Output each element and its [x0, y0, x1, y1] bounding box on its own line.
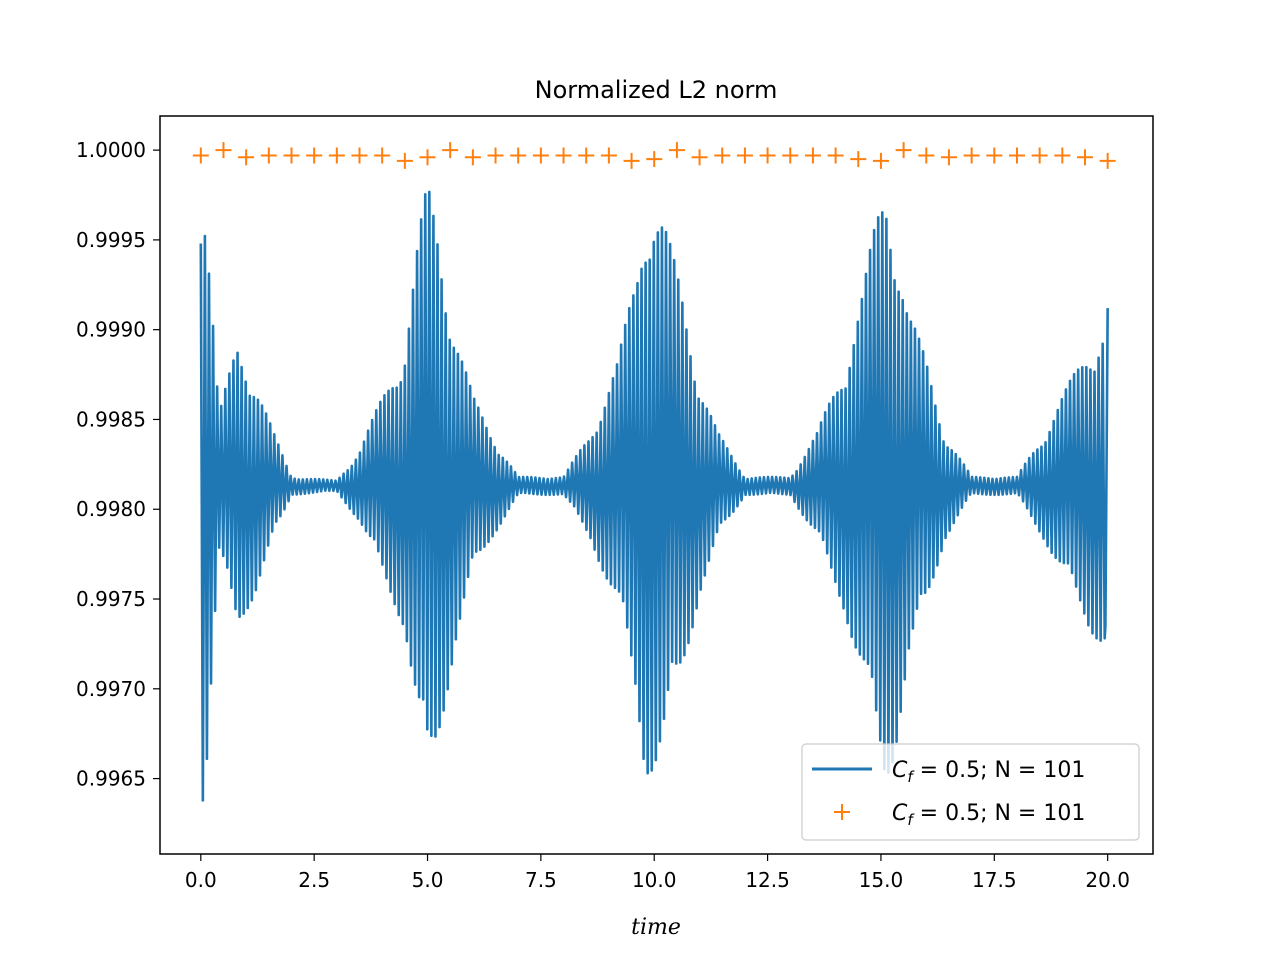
data-point-marker — [442, 142, 459, 159]
legend: Cf = 0.5; N = 101 Cf = 0.5; N = 101 — [801, 743, 1140, 841]
data-point-marker — [782, 147, 799, 164]
x-tick-label: 10.0 — [632, 868, 677, 892]
data-point-marker — [1031, 147, 1048, 164]
series-line-layer — [199, 190, 1109, 802]
y-tick-label: 0.9965 — [76, 767, 146, 791]
y-tick-label: 0.9975 — [76, 587, 146, 611]
data-point-marker — [419, 149, 436, 166]
y-tick-label: 0.9990 — [76, 318, 146, 342]
data-point-marker — [215, 142, 232, 159]
y-tick-label: 0.9970 — [76, 677, 146, 701]
x-tick-label: 15.0 — [859, 868, 904, 892]
plot-area — [192, 142, 1116, 802]
data-point-marker — [351, 147, 368, 164]
data-point-marker — [646, 151, 663, 168]
data-point-marker — [374, 147, 391, 164]
data-point-marker — [850, 151, 867, 168]
plot-frame — [159, 115, 1154, 855]
data-point-marker — [510, 147, 527, 164]
data-point-marker — [306, 147, 323, 164]
data-point-marker — [827, 147, 844, 164]
data-point-marker — [192, 147, 209, 164]
data-point-marker — [532, 147, 549, 164]
data-point-marker — [759, 147, 776, 164]
data-point-marker — [691, 149, 708, 166]
y-tick-label: 1.0000 — [76, 138, 146, 162]
x-tick-label: 12.5 — [745, 868, 790, 892]
data-point-marker — [918, 147, 935, 164]
data-point-marker — [623, 152, 640, 169]
data-point-marker — [986, 147, 1003, 164]
data-point-marker — [895, 142, 912, 159]
data-point-marker — [464, 149, 481, 166]
legend-label-markers: Cf = 0.5; N = 101 — [892, 801, 1085, 829]
data-point-marker — [714, 147, 731, 164]
chart-title: Normalized L2 norm — [535, 76, 778, 104]
data-point-marker — [1008, 147, 1025, 164]
data-point-marker — [260, 147, 277, 164]
y-tick-label: 0.9995 — [76, 228, 146, 252]
data-point-marker — [736, 147, 753, 164]
y-axis: 0.9965 0.9970 0.9975 0.9980 0.9985 0.9990 0.99… — [76, 138, 160, 791]
x-tick-label: 2.5 — [298, 868, 330, 892]
data-point-marker — [328, 147, 345, 164]
data-point-marker — [396, 152, 413, 169]
data-point-marker — [804, 147, 821, 164]
data-point-marker — [600, 147, 617, 164]
legend-label-line: Cf = 0.5; N = 101 — [892, 758, 1085, 786]
data-point-marker — [283, 147, 300, 164]
data-point-marker — [1076, 149, 1093, 166]
x-axis-label: time — [631, 915, 681, 940]
data-point-marker — [668, 142, 685, 159]
data-point-marker — [238, 149, 255, 166]
data-point-marker — [555, 147, 572, 164]
data-point-marker — [940, 149, 957, 166]
data-point-marker — [1099, 152, 1116, 169]
y-tick-label: 0.9985 — [76, 407, 146, 431]
y-tick-label: 0.9980 — [76, 497, 146, 521]
x-tick-label: 5.0 — [412, 868, 444, 892]
x-tick-label: 7.5 — [525, 868, 557, 892]
x-tick-label: 0.0 — [185, 868, 217, 892]
x-axis: 0.0 2.5 5.0 7.5 10.0 12.5 15.0 17.5 20.0 — [185, 854, 1130, 892]
data-point-marker — [963, 147, 980, 164]
series-marker-layer — [192, 142, 1116, 169]
x-tick-label: 20.0 — [1085, 868, 1130, 892]
legend-box — [801, 743, 1140, 841]
x-tick-label: 17.5 — [972, 868, 1017, 892]
data-point-marker — [1054, 147, 1071, 164]
data-point-marker — [578, 147, 595, 164]
legend-marker-swatch — [834, 804, 850, 820]
data-point-marker — [872, 152, 889, 169]
data-point-marker — [487, 147, 504, 164]
series-line-norm — [199, 190, 1109, 802]
